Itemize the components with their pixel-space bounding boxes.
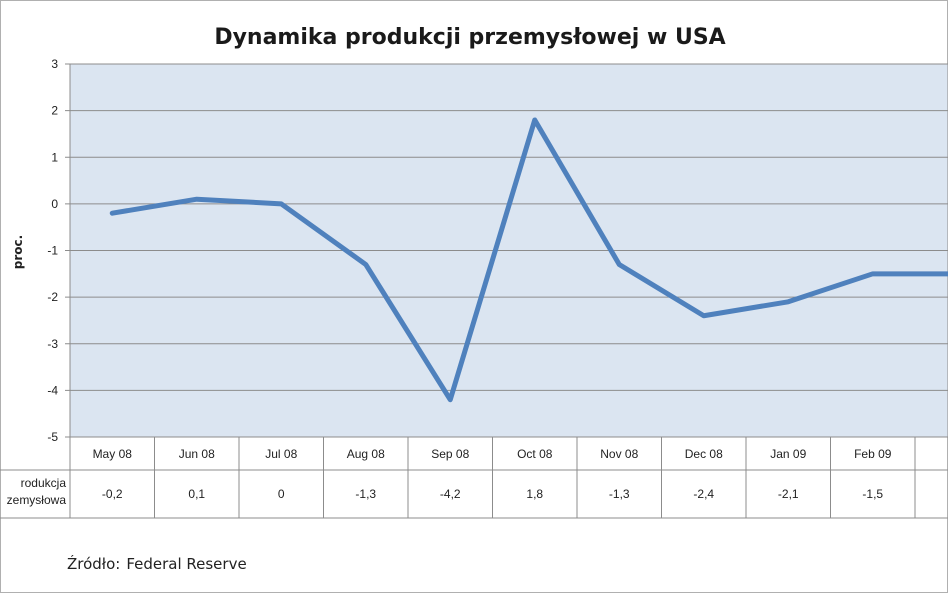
x-tick-label: Jul 08	[265, 447, 297, 461]
data-table-value: -2,4	[693, 487, 714, 501]
y-tick-label: 0	[51, 197, 58, 211]
x-tick-label: Nov 08	[600, 447, 638, 461]
y-tick-label: 1	[51, 150, 58, 164]
series-name-line: zemysłowa	[7, 493, 67, 507]
data-table-value: -1,3	[355, 487, 376, 501]
data-point	[871, 272, 875, 276]
x-tick-label: Oct 08	[517, 447, 553, 461]
y-tick-label: 2	[51, 104, 58, 118]
y-axis-label: proc.	[11, 235, 25, 269]
data-point	[533, 118, 537, 122]
data-table-value: 0	[278, 487, 285, 501]
data-point	[195, 197, 199, 201]
y-tick-label: -4	[47, 383, 58, 397]
data-table-value: 0,1	[188, 487, 205, 501]
x-tick-label: Dec 08	[685, 447, 723, 461]
y-tick-label: 3	[51, 57, 58, 71]
x-tick-label: Aug 08	[347, 447, 385, 461]
data-table-value: -1,5	[862, 487, 883, 501]
x-tick-label: Feb 09	[854, 447, 892, 461]
y-tick-label: -3	[47, 337, 58, 351]
data-point	[702, 314, 706, 318]
x-tick-label: Sep 08	[431, 447, 469, 461]
source-note: Źródło: Federal Reserve	[67, 555, 253, 573]
data-table-value: -0,2	[102, 487, 123, 501]
y-tick-label: -5	[47, 430, 58, 444]
plot-area: 3 2 1 0 -1 -2 -3 -4 -5 May 08 Jun 08 Jul 08 Aug 08 Se…	[0, 57, 948, 519]
data-point	[448, 398, 452, 402]
y-tick-label: -2	[47, 290, 58, 304]
x-tick-label: Jun 08	[179, 447, 215, 461]
data-table-value: -4,2	[440, 487, 461, 501]
series-name-line: rodukcja	[21, 476, 67, 490]
data-point	[786, 300, 790, 304]
source-label: Źródło:	[67, 555, 121, 573]
x-tick-label: May 08	[93, 447, 133, 461]
data-table-value: 1,8	[526, 487, 543, 501]
data-table-value: -1,3	[609, 487, 630, 501]
data-table-value: -2,1	[778, 487, 799, 501]
data-point	[110, 211, 114, 215]
data-point	[617, 262, 621, 266]
source-value: Federal Reserve	[126, 555, 247, 573]
x-tick-label: Jan 09	[770, 447, 806, 461]
chart-title: Dynamika produkcji przemysłowej w USA	[214, 25, 725, 50]
data-point	[279, 202, 283, 206]
y-tick-label: -1	[47, 244, 58, 258]
data-point	[364, 262, 368, 266]
